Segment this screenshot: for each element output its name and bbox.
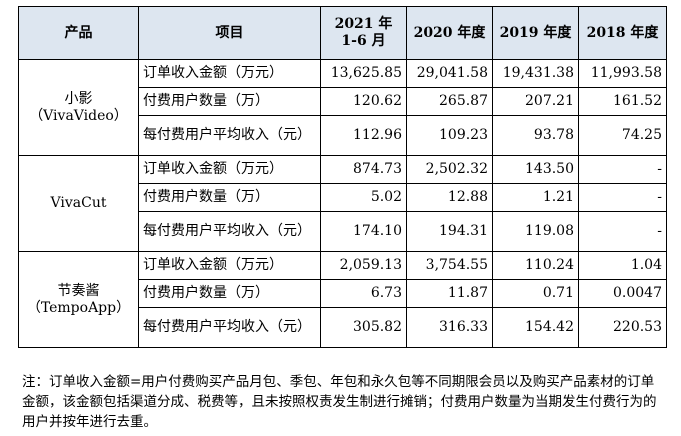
value-2021: 5.02 bbox=[320, 183, 407, 212]
header-2018: 2018 年度 bbox=[578, 6, 667, 60]
row-item: 订单收入金额（万元） bbox=[138, 155, 321, 184]
row-item: 每付费用户平均收入（元） bbox=[138, 307, 321, 348]
row-item: 付费用户数量（万） bbox=[138, 183, 321, 212]
value-2018: 74.25 bbox=[578, 115, 667, 156]
value-2018: - bbox=[578, 183, 667, 212]
value-2021: 120.62 bbox=[320, 87, 407, 116]
value-2018: - bbox=[578, 211, 667, 252]
header-product: 产品 bbox=[18, 6, 139, 60]
header-item: 项目 bbox=[138, 6, 321, 60]
value-2021: 112.96 bbox=[320, 115, 407, 156]
value-2018: - bbox=[578, 155, 667, 184]
value-2018: 220.53 bbox=[578, 307, 667, 348]
table-row: 节奏酱（TempoApp） 订单收入金额（万元） 2,059.13 3,754.… bbox=[18, 251, 667, 348]
value-2019: 143.50 bbox=[492, 155, 579, 184]
value-2020: 316.33 bbox=[406, 307, 493, 348]
header-2020: 2020 年度 bbox=[406, 6, 493, 60]
value-2019: 93.78 bbox=[492, 115, 579, 156]
value-2019: 1.21 bbox=[492, 183, 579, 212]
value-2019: 207.21 bbox=[492, 87, 579, 116]
value-2020: 11.87 bbox=[406, 279, 493, 308]
row-item: 付费用户数量（万） bbox=[138, 279, 321, 308]
row-item: 每付费用户平均收入（元） bbox=[138, 115, 321, 156]
value-2020: 12.88 bbox=[406, 183, 493, 212]
value-2018: 1.04 bbox=[578, 251, 667, 280]
value-2021: 2,059.13 bbox=[320, 251, 407, 280]
data-table: 产品 项目 2021 年 1-6 月 2020 年度 2019 年度 2018 … bbox=[18, 6, 667, 348]
table-row: 每付费用户平均收入（元） 174.10 194.31 119.08 - bbox=[19, 211, 667, 252]
row-item: 订单收入金额（万元） bbox=[138, 59, 321, 88]
table-row: VivaCut 订单收入金额（万元） 874.73 2,502.32 143.5… bbox=[18, 155, 667, 252]
table-row: 付费用户数量（万） 120.62 265.87 207.21 161.52 bbox=[19, 87, 667, 116]
value-2019: 19,431.38 bbox=[492, 59, 579, 88]
value-2018: 0.0047 bbox=[578, 279, 667, 308]
value-2021: 874.73 bbox=[320, 155, 407, 184]
value-2021: 6.73 bbox=[320, 279, 407, 308]
header-2019: 2019 年度 bbox=[492, 6, 579, 60]
value-2020: 29,041.58 bbox=[406, 59, 493, 88]
row-item: 每付费用户平均收入（元） bbox=[138, 211, 321, 252]
row-item: 订单收入金额（万元） bbox=[138, 251, 321, 280]
value-2018: 161.52 bbox=[578, 87, 667, 116]
value-2020: 3,754.55 bbox=[406, 251, 493, 280]
value-2021: 13,625.85 bbox=[320, 59, 407, 88]
value-2019: 0.71 bbox=[492, 279, 579, 308]
value-2019: 110.24 bbox=[492, 251, 579, 280]
value-2019: 119.08 bbox=[492, 211, 579, 252]
product-name: VivaCut bbox=[18, 155, 139, 252]
row-item: 付费用户数量（万） bbox=[138, 87, 321, 116]
value-2020: 109.23 bbox=[406, 115, 493, 156]
table-row: 每付费用户平均收入（元） 305.82 316.33 154.42 220.53 bbox=[19, 307, 667, 348]
value-2018: 11,993.58 bbox=[578, 59, 667, 88]
product-name: 节奏酱（TempoApp） bbox=[18, 251, 139, 348]
value-2021: 305.82 bbox=[320, 307, 407, 348]
header-row: 产品 项目 2021 年 1-6 月 2020 年度 2019 年度 2018 … bbox=[18, 6, 667, 60]
table-row: 小影（VivaVideo） 订单收入金额（万元） 13,625.85 29,04… bbox=[18, 59, 667, 156]
table-row: 付费用户数量（万） 6.73 11.87 0.71 0.0047 bbox=[19, 279, 667, 308]
value-2020: 2,502.32 bbox=[406, 155, 493, 184]
value-2020: 194.31 bbox=[406, 211, 493, 252]
header-2021: 2021 年 1-6 月 bbox=[320, 6, 407, 60]
value-2021: 174.10 bbox=[320, 211, 407, 252]
product-name: 小影（VivaVideo） bbox=[18, 59, 139, 156]
table-row: 每付费用户平均收入（元） 112.96 109.23 93.78 74.25 bbox=[19, 115, 667, 156]
value-2020: 265.87 bbox=[406, 87, 493, 116]
value-2019: 154.42 bbox=[492, 307, 579, 348]
table-row: 付费用户数量（万） 5.02 12.88 1.21 - bbox=[19, 183, 667, 212]
footnote: 注：订单收入金额=用户付费购买产品月包、季包、年包和永久包等不同期限会员以及购买… bbox=[22, 374, 657, 430]
